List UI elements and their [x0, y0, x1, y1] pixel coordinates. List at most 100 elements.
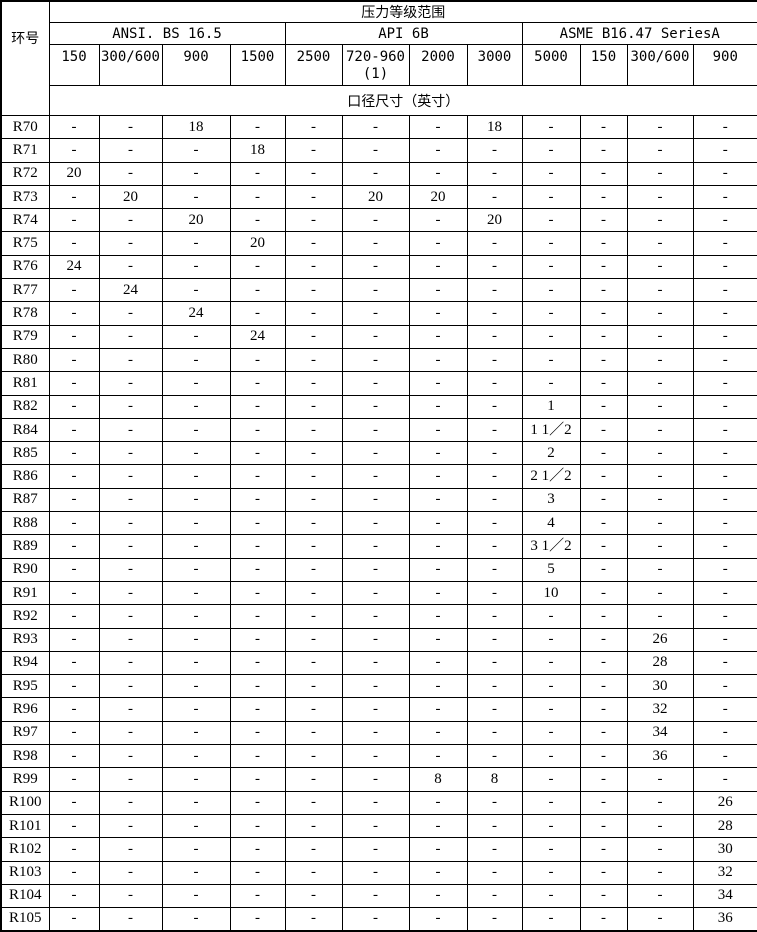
size-value-cell: -	[408, 301, 468, 326]
size-value-cell: -	[48, 813, 100, 839]
size-value-cell: -	[48, 114, 100, 140]
size-value-cell: -	[229, 860, 286, 885]
size-value-cell: -	[161, 487, 231, 513]
size-value-cell: -	[626, 254, 694, 280]
table-row-R101: R101- - - - - - - - - - -28	[0, 813, 757, 839]
size-value-cell: -	[284, 604, 343, 629]
size-value-cell: -	[341, 114, 410, 140]
size-value-cell: -	[408, 347, 468, 373]
size-value-cell: -	[466, 697, 523, 722]
size-value-cell: -	[579, 138, 628, 163]
table-row-R73: R73-20- - -20 20- - - - -	[0, 184, 757, 210]
size-value-cell: -	[341, 907, 410, 932]
group-header-ansi-bs-16-5: ANSI. BS 16.5	[48, 22, 286, 45]
size-value-cell: -	[341, 208, 410, 233]
size-value-cell: -	[161, 604, 231, 629]
size-value-cell: -	[408, 161, 468, 186]
size-value-cell: -	[229, 604, 286, 629]
size-value-cell: -	[692, 744, 757, 769]
size-value-cell: -	[466, 417, 523, 443]
size-value-cell: -	[48, 883, 100, 909]
size-value-cell: -	[626, 114, 694, 140]
size-value-cell: -	[229, 907, 286, 932]
table-row-R104: R104- - - - - - - - - - -34	[0, 883, 757, 909]
size-value-cell: -	[284, 627, 343, 652]
size-value-cell: -	[466, 278, 523, 303]
size-value-cell: -	[48, 511, 100, 536]
size-value-cell: -	[692, 534, 757, 559]
size-value-cell: -	[341, 883, 410, 909]
size-value-cell: -	[284, 394, 343, 419]
size-value-cell: -	[408, 487, 468, 513]
size-value-cell: -	[341, 254, 410, 280]
size-value-cell: -	[408, 744, 468, 769]
pressure-class-header-1: 300/600	[98, 44, 163, 86]
size-value-cell: -	[408, 534, 468, 559]
ring-number-label: R98	[0, 744, 50, 769]
size-value-cell: -	[626, 184, 694, 210]
size-value-cell: -	[408, 580, 468, 606]
table-row-R70: R70- -18- - - -18- - - -	[0, 114, 757, 140]
size-value-cell: -	[579, 184, 628, 210]
pressure-class-header-7: 3000	[466, 44, 523, 86]
size-value-cell: -	[48, 720, 100, 746]
size-value-cell: -	[521, 161, 581, 186]
size-value-cell: -	[466, 487, 523, 513]
size-value-cell: -	[161, 744, 231, 769]
size-inches-header: 口径尺寸（英寸）	[48, 85, 757, 116]
table-header: 环号 压力等级范围 ANSI. BS 16.5 API 6B ASME B16.…	[0, 0, 757, 116]
size-value-cell: -	[408, 674, 468, 699]
size-value-cell: -	[284, 208, 343, 233]
size-value-cell: -	[284, 231, 343, 256]
table-body: R70- -18- - - -18- - - - R71- - -18- - - - - - - - R72 20- -…	[0, 114, 757, 932]
size-value-cell: -	[466, 394, 523, 419]
size-value-cell: -	[692, 580, 757, 606]
size-value-cell: -	[466, 720, 523, 746]
size-value-cell: -	[48, 324, 100, 349]
size-value-cell: -	[48, 627, 100, 652]
size-value-cell: -	[229, 767, 286, 792]
size-value-cell: 4	[521, 511, 581, 536]
size-value-cell: -	[692, 650, 757, 676]
size-value-cell: -	[579, 114, 628, 140]
size-value-cell: -	[466, 324, 523, 349]
ring-number-label: R94	[0, 650, 50, 676]
size-value-cell: -	[341, 767, 410, 792]
ring-number-label: R104	[0, 883, 50, 909]
table-row-R86: R86- - - - - - - -2 1／2- - -	[0, 464, 757, 489]
size-value-cell: -	[98, 161, 163, 186]
size-value-cell: -	[466, 371, 523, 396]
size-value-cell: -	[229, 580, 286, 606]
size-value-cell: -	[408, 231, 468, 256]
size-value-cell: -	[341, 324, 410, 349]
size-value-cell: -	[408, 138, 468, 163]
ring-number-label: R87	[0, 487, 50, 513]
ring-number-label: R84	[0, 417, 50, 443]
size-value-cell: -	[408, 860, 468, 885]
ring-number-label: R100	[0, 790, 50, 815]
size-value-cell: -	[98, 324, 163, 349]
size-value-cell: -	[521, 604, 581, 629]
size-value-cell: -	[692, 627, 757, 652]
size-value-cell: -	[692, 231, 757, 256]
table-row-R84: R84- - - - - - - -1 1／2- - -	[0, 417, 757, 443]
size-value-cell: -	[341, 650, 410, 676]
size-value-cell: -	[692, 114, 757, 140]
size-value-cell: 24	[229, 324, 286, 349]
size-value-cell: -	[341, 697, 410, 722]
size-value-cell: -	[341, 487, 410, 513]
size-value-cell: -	[466, 534, 523, 559]
size-value-cell: -	[579, 231, 628, 256]
size-value-cell: -	[284, 347, 343, 373]
size-value-cell: -	[626, 557, 694, 582]
ring-number-label: R103	[0, 860, 50, 885]
ring-number-label: R89	[0, 534, 50, 559]
ring-number-label: R102	[0, 837, 50, 862]
size-value-cell: -	[579, 697, 628, 722]
size-value-cell: -	[98, 487, 163, 513]
size-value-cell: -	[161, 650, 231, 676]
pressure-range-header: 压力等级范围	[48, 0, 757, 23]
size-value-cell: -	[341, 627, 410, 652]
size-value-cell: -	[284, 371, 343, 396]
size-value-cell: -	[161, 580, 231, 606]
